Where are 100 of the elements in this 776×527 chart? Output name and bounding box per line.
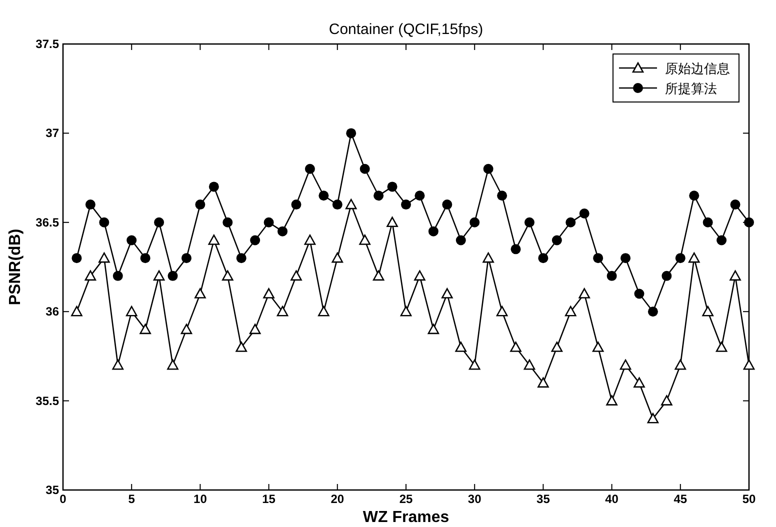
point [566,217,576,228]
x-tick-label: 10 [194,492,208,506]
point [688,252,700,263]
point [496,306,508,316]
point [647,412,659,424]
point [181,253,192,264]
point [278,226,288,236]
point [360,164,370,174]
point [524,359,536,370]
point [208,182,219,192]
x-tick-label: 15 [262,492,276,506]
point [428,324,440,334]
x-tick-label: 25 [399,492,413,506]
point [276,306,288,316]
point [400,306,412,316]
point [168,270,178,281]
point [208,234,220,245]
point [730,270,741,281]
point [372,270,384,281]
point [222,217,233,228]
point [455,342,467,352]
point [386,216,398,228]
point [579,208,590,218]
point [538,377,549,388]
point [195,200,206,210]
point [483,164,494,174]
y-tick-label: 35 [46,483,60,497]
point [345,198,357,210]
point [442,200,452,210]
legend-label: 所提算法 [665,82,717,97]
point [126,235,137,246]
y-tick-label: 35.5 [36,394,60,408]
point [510,244,521,254]
point [332,252,344,263]
point [112,359,124,370]
point [304,164,315,174]
point [304,234,316,245]
point [359,234,370,245]
point [552,235,562,246]
x-tick-label: 50 [742,492,756,506]
y-axis-title: PSNR(dB) [7,228,24,306]
x-tick-label: 40 [605,492,619,506]
point [401,200,411,210]
point [620,253,631,264]
point [374,190,384,201]
point [99,217,110,228]
point [236,253,246,264]
point [264,217,274,228]
point [318,190,329,201]
x-tick-label: 35 [536,492,550,506]
point [346,128,356,138]
point [153,270,165,281]
point [126,306,138,316]
point [497,190,508,201]
point [743,359,755,370]
point [606,270,617,281]
point [593,253,604,264]
point [85,200,96,210]
point [482,252,494,263]
point [634,288,644,299]
point [538,253,548,264]
point [510,342,522,352]
point [428,226,438,236]
point [564,306,576,316]
point [470,217,480,228]
point [84,270,96,281]
point [140,324,151,334]
point [71,306,82,316]
point [249,324,261,334]
point [387,182,398,192]
point [167,359,178,370]
point [414,190,425,201]
y-tick-label: 36 [46,304,60,319]
point [140,253,150,264]
x-tick-label: 20 [330,492,344,506]
point [702,217,713,228]
point [72,253,82,264]
y-tick-label: 37.5 [36,37,60,51]
point [689,190,700,201]
point [634,377,645,388]
point [716,235,727,246]
point [551,342,563,352]
point [456,235,466,246]
x-axis-title: WZ Frames [362,509,450,526]
x-tick-label: 45 [674,492,688,506]
point [332,200,342,210]
point [661,395,672,406]
legend-label: 原始边信息 [665,62,730,77]
point [592,342,604,352]
point [578,288,590,298]
point [222,270,234,281]
point [702,306,714,316]
chart-title: Container (QCIF,15fps) [328,21,484,38]
y-tick-label: 37 [46,126,60,140]
point [468,359,480,370]
point [263,288,274,298]
point [606,395,618,406]
point [180,324,192,334]
point [675,253,686,264]
point [250,235,260,246]
